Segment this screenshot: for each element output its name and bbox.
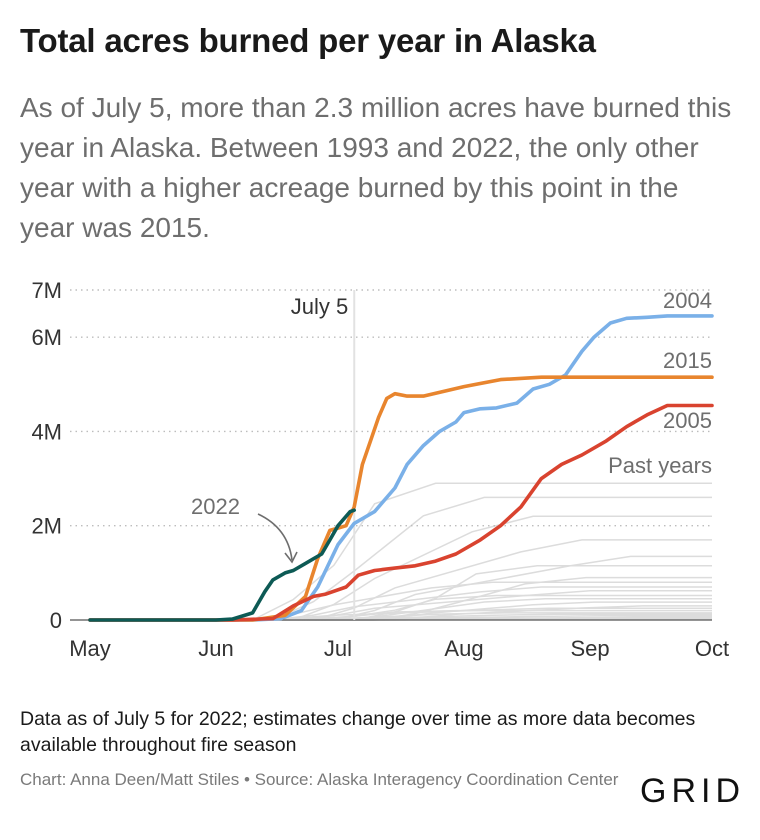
chart-title: Total acres burned per year in Alaska (20, 22, 596, 59)
y-tick-label: 0 (50, 608, 62, 633)
x-tick-label: Jun (198, 636, 233, 661)
series-line-2005 (88, 403, 714, 622)
series-line-2022 (88, 508, 356, 622)
x-tick-label: Aug (444, 636, 483, 661)
line-chart: 0 2M 4M 6M 7M May Jun Jul Aug Sep Oct July 5 2004… (31, 278, 729, 661)
series-line-2004 (88, 314, 714, 622)
x-axis: May Jun Jul Aug Sep Oct (69, 636, 729, 661)
arrowhead-icon (284, 551, 298, 564)
x-tick-label: Sep (570, 636, 609, 661)
footnote: Data as of July 5 for 2022; estimates ch… (20, 708, 696, 756)
past-year-line (90, 586, 712, 621)
x-tick-label: May (69, 636, 111, 661)
series-lines (88, 314, 714, 622)
x-tick-label: Jul (324, 636, 352, 661)
grid-logo: GRID (640, 772, 745, 810)
y-tick-label: 4M (31, 419, 62, 444)
past-years-lines (90, 482, 712, 621)
chart-subtitle: As of July 5, more than 2.3 million acre… (20, 92, 732, 243)
y-axis: 0 2M 4M 6M 7M (31, 278, 62, 633)
label-2015: 2015 (663, 348, 712, 373)
label-past-years: Past years (608, 453, 712, 478)
label-2022: 2022 (191, 494, 240, 519)
y-tick-label: 2M (31, 514, 62, 539)
july-5-label: July 5 (291, 294, 348, 319)
credit-line: Chart: Anna Deen/Matt Stiles • Source: A… (20, 770, 619, 789)
label-2005: 2005 (663, 408, 712, 433)
x-tick-label: Oct (695, 636, 729, 661)
arrow-2022-icon (257, 513, 293, 561)
y-tick-label: 7M (31, 278, 62, 303)
y-tick-label: 6M (31, 325, 62, 350)
label-2004: 2004 (663, 288, 712, 313)
series-line-2015 (88, 375, 714, 622)
